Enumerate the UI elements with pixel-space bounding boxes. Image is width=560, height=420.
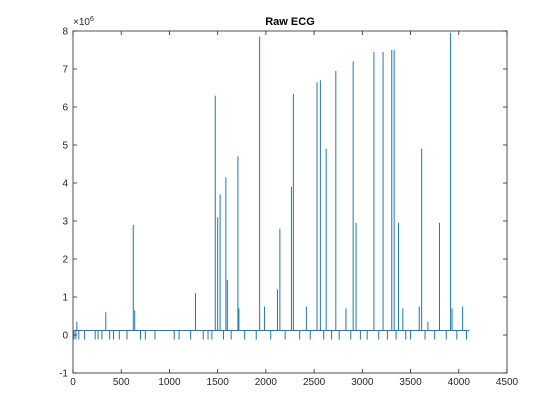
x-tick-label: 3500: [399, 377, 422, 388]
y-tick-label: 3: [62, 217, 68, 228]
x-tick-label: 0: [70, 377, 76, 388]
x-tick-label: 3000: [351, 377, 374, 388]
y-tick-label: 2: [62, 255, 68, 266]
y-multiplier-exponent: 6: [90, 16, 94, 23]
x-tick-label: 2500: [303, 377, 326, 388]
axes: [72, 30, 508, 374]
y-tick-label: 0: [62, 331, 68, 342]
y-tick-label: 8: [62, 27, 68, 38]
y-axis-multiplier: ×106: [73, 16, 94, 28]
y-tick-label: 7: [62, 65, 68, 76]
x-tick-label: 500: [113, 377, 130, 388]
y-axis-ticks: -1 0 1 2 3 4 5 6 7 8: [59, 27, 507, 380]
x-tick-label: 1000: [158, 377, 181, 388]
x-tick-label: 2000: [255, 377, 278, 388]
x-tick-label: 4500: [496, 377, 519, 388]
y-tick-label: 1: [62, 293, 68, 304]
y-tick-label: 6: [62, 103, 68, 114]
x-tick-label: 1500: [207, 377, 230, 388]
chart-title: Raw ECG: [265, 16, 315, 28]
x-tick-label: 4000: [448, 377, 471, 388]
y-multiplier-base: ×10: [73, 17, 90, 28]
series-group: [73, 32, 470, 340]
plot-area-frame: [72, 30, 508, 374]
y-tick-label: 5: [62, 141, 68, 152]
y-tick-label: -1: [59, 369, 68, 380]
x-axis-ticks: 0 500 1000 1500 2000 2500 3000 3500 4000 4500: [70, 31, 519, 388]
y-tick-label: 4: [62, 179, 68, 190]
